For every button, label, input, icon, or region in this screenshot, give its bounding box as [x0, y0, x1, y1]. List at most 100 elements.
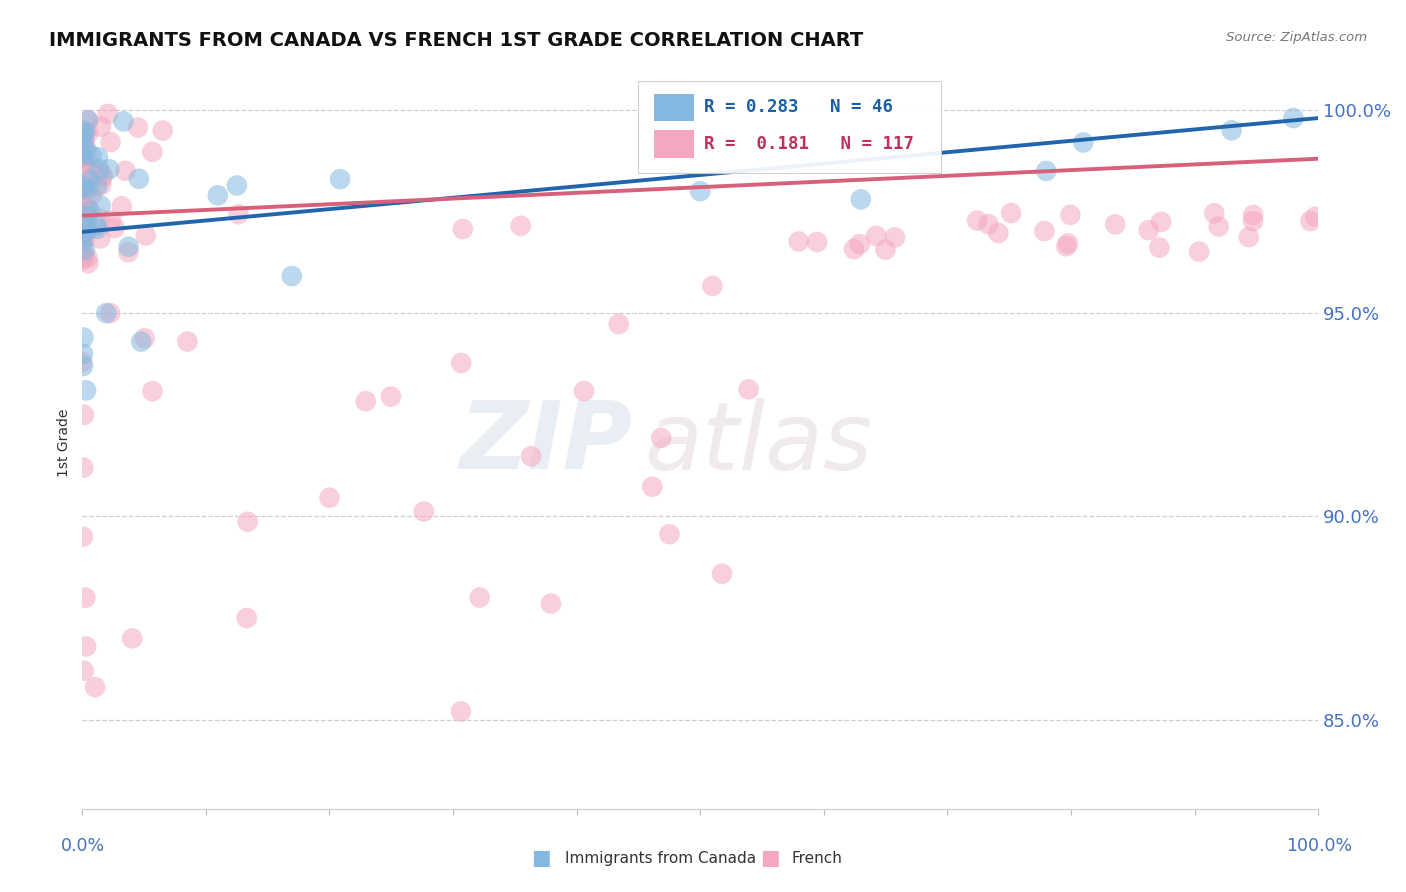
Point	[72, 186, 94, 200]
Point	[451, 222, 474, 236]
Point	[73, 153, 96, 168]
Point	[72, 179, 94, 194]
Point	[80, 159, 103, 173]
Point	[77, 113, 100, 128]
Bar	[654, 130, 695, 158]
Point	[89, 231, 111, 245]
Point	[207, 188, 229, 202]
Point	[90, 178, 112, 192]
Point	[117, 240, 139, 254]
Point	[86, 179, 108, 194]
Point	[450, 705, 472, 719]
Point	[413, 505, 436, 519]
Point	[73, 138, 96, 153]
Point	[468, 591, 491, 605]
Point	[1188, 244, 1211, 259]
Point	[72, 218, 94, 232]
Point	[689, 184, 711, 198]
Point	[73, 178, 96, 193]
Point	[134, 331, 156, 345]
Point	[1241, 208, 1264, 222]
Point	[72, 235, 94, 250]
Point	[73, 227, 96, 242]
Point	[72, 128, 94, 143]
Point	[112, 114, 135, 128]
Point	[73, 232, 96, 246]
Point	[89, 162, 111, 177]
Point	[77, 201, 100, 215]
Point	[73, 251, 96, 265]
Point	[711, 566, 734, 581]
Point	[1220, 123, 1243, 137]
Text: French: French	[792, 851, 842, 865]
Point	[76, 210, 98, 224]
Point	[329, 172, 352, 186]
Point	[72, 186, 94, 201]
Point	[72, 133, 94, 147]
Point	[72, 359, 94, 373]
Point	[236, 515, 259, 529]
Point	[75, 199, 97, 213]
Point	[91, 170, 114, 185]
Point	[225, 178, 247, 193]
Text: IMMIGRANTS FROM CANADA VS FRENCH 1ST GRADE CORRELATION CHART: IMMIGRANTS FROM CANADA VS FRENCH 1ST GRA…	[49, 31, 863, 50]
Point	[73, 216, 96, 230]
Point	[87, 150, 110, 164]
Point	[987, 226, 1010, 240]
Point	[96, 306, 118, 320]
Point	[152, 123, 174, 137]
Bar	[654, 94, 695, 121]
Point	[641, 480, 664, 494]
Point	[72, 530, 94, 544]
Point	[141, 145, 163, 159]
Point	[72, 355, 94, 369]
Point	[90, 120, 112, 134]
Point	[100, 213, 122, 227]
Point	[72, 241, 94, 255]
Point	[80, 187, 103, 202]
Point	[111, 199, 134, 213]
Point	[72, 460, 94, 475]
Point	[1104, 218, 1126, 232]
Point	[607, 317, 630, 331]
Point	[1150, 215, 1173, 229]
Point	[318, 491, 340, 505]
Point	[72, 347, 94, 361]
Point	[75, 591, 97, 605]
Point	[72, 227, 94, 242]
Text: 100.0%: 100.0%	[1286, 837, 1353, 855]
Point	[72, 145, 94, 160]
Point	[75, 207, 97, 221]
Point	[114, 163, 136, 178]
Point	[72, 122, 94, 136]
Point	[79, 172, 101, 186]
Point	[73, 664, 96, 678]
Point	[76, 251, 98, 265]
Point	[1073, 136, 1095, 150]
Point	[75, 186, 97, 200]
Point	[72, 208, 94, 222]
Text: R =  0.181   N = 117: R = 0.181 N = 117	[704, 135, 914, 153]
Point	[883, 230, 905, 244]
Point	[72, 229, 94, 244]
Text: Immigrants from Canada: Immigrants from Canada	[565, 851, 756, 865]
Point	[104, 221, 127, 235]
Point	[90, 198, 112, 212]
Point	[572, 384, 595, 398]
Point	[848, 237, 870, 252]
Point	[1033, 224, 1056, 238]
Point	[977, 217, 1000, 231]
Point	[73, 408, 96, 422]
Point	[75, 164, 97, 178]
Point	[650, 431, 672, 445]
Point	[80, 166, 103, 180]
Point	[73, 133, 96, 147]
Point	[806, 235, 828, 249]
Point	[127, 120, 149, 135]
Point	[121, 632, 143, 646]
Point	[72, 134, 94, 148]
Point	[1282, 111, 1305, 125]
Point	[73, 128, 96, 143]
Point	[91, 168, 114, 182]
Point	[80, 149, 103, 163]
